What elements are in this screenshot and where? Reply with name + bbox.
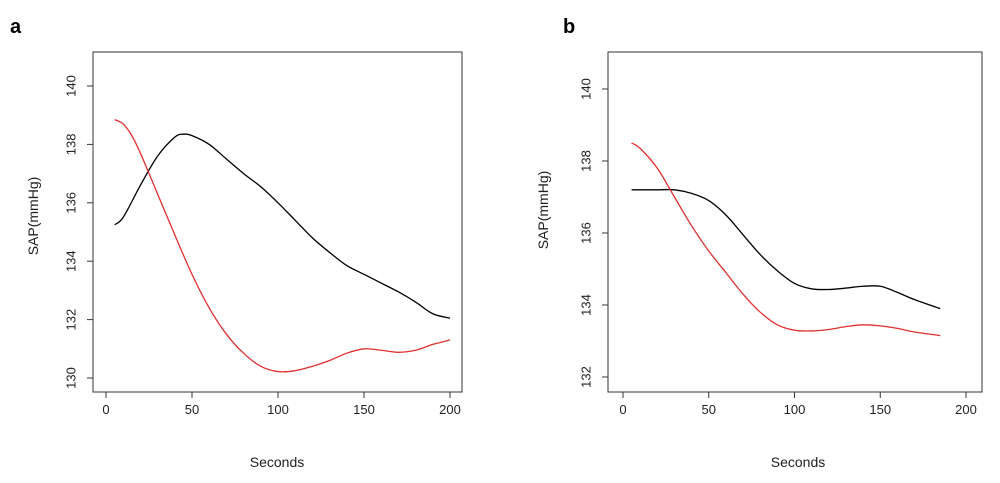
- x-tick-label: 150: [869, 402, 891, 417]
- y-tick-label: 132: [579, 366, 594, 388]
- series-lines-a: [114, 118, 451, 373]
- plot-frame-b: [607, 51, 983, 393]
- series-lines-b: [631, 142, 941, 337]
- y-axis-title-a: SAP(mmHg): [25, 177, 41, 256]
- y-tick-label: 140: [579, 78, 594, 100]
- red-series-line-a: [114, 118, 451, 373]
- x-tick-label: 100: [784, 402, 806, 417]
- x-tick-label: 50: [702, 402, 716, 417]
- y-tick-label: 134: [579, 294, 594, 316]
- panel-label-b: b: [563, 16, 575, 38]
- red-series-line-b: [631, 142, 941, 337]
- y-tick-label: 138: [64, 134, 79, 156]
- y-tick-label: 130: [64, 367, 79, 389]
- y-tick-label: 140: [64, 75, 79, 97]
- x-tick-label: 150: [353, 402, 375, 417]
- y-axis-title-b: SAP(mmHg): [535, 171, 551, 250]
- y-tick-label: 134: [64, 250, 79, 272]
- x-tick-label: 200: [439, 402, 461, 417]
- y-tick-label: 138: [579, 150, 594, 172]
- x-tick-label: 100: [267, 402, 289, 417]
- y-ticks-a: 130 132 134 136 138 140: [64, 75, 93, 389]
- plot-frame-a: [92, 51, 463, 393]
- y-ticks-b: 132 134 136 138 140: [579, 78, 608, 388]
- panel-b: b Seconds SAP(mmHg) 0 50 100 150 200 1321341…: [535, 16, 983, 470]
- x-ticks-b: 0 50 100 150 200: [619, 392, 977, 417]
- y-tick-label: 132: [64, 309, 79, 331]
- x-axis-title-b: Seconds: [771, 454, 825, 470]
- x-tick-label: 50: [185, 402, 199, 417]
- x-tick-label: 0: [102, 402, 109, 417]
- black-series-line-a: [114, 133, 451, 319]
- x-tick-label: 200: [955, 402, 977, 417]
- x-tick-label: 0: [619, 402, 626, 417]
- panel-a: a Seconds SAP(mmHg) 0 50 100 150 200 1301321…: [10, 16, 463, 470]
- x-axis-title-a: Seconds: [250, 454, 304, 470]
- black-series-line-b: [631, 188, 941, 310]
- y-tick-label: 136: [579, 222, 594, 244]
- panel-label-a: a: [10, 16, 22, 38]
- y-tick-label: 136: [64, 192, 79, 214]
- x-ticks-a: 0 50 100 150 200: [102, 392, 461, 417]
